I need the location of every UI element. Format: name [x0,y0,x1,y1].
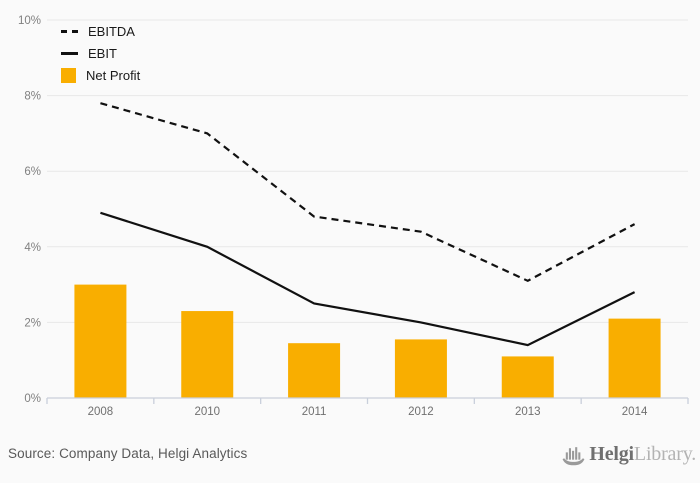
helgi-library-logo: HelgiLibrary. [561,440,696,468]
logo-suffix: Library. [633,442,696,465]
solid-line-legend-marker [61,52,78,55]
legend-item-ebit: EBIT [61,46,140,61]
bar-net-profit-2014 [608,318,661,398]
legend-item-ebitda: EBITDA [61,24,140,39]
x-tick-label-2010: 2010 [194,406,220,418]
y-tick-label-4: 4% [24,242,41,254]
y-tick-label-8: 8% [24,91,41,103]
x-tick-label-2011: 2011 [302,406,327,418]
legend-label-net-profit: Net Profit [86,68,141,83]
logo-brand: Helgi [589,442,634,465]
x-tick-label-2008: 2008 [88,406,114,418]
y-tick-label-10: 10% [18,15,41,27]
bar-net-profit-2010 [181,311,234,398]
source-note: Source: Company Data, Helgi Analytics [8,446,248,461]
ebit-line [100,211,636,347]
legend-label-ebit: EBIT [88,46,117,61]
y-tick-label-2: 2% [24,317,41,329]
legend: EBITDA EBIT Net Profit [61,24,140,83]
ebitda-line [100,102,636,283]
x-tick-label-2014: 2014 [622,406,648,418]
footer: Source: Company Data, Helgi Analytics He… [0,437,700,483]
x-tick-label-2012: 2012 [408,406,434,418]
dashed-line-legend-marker [61,30,78,33]
bar-net-profit-2008 [74,284,127,398]
chart: 0% 2% 4% 6% 8% 10% 2008 2010 2011 2012 2013 2014 EB… [18,15,689,418]
bar-net-profit-2011 [288,343,341,398]
y-tick-label-6: 6% [24,166,41,178]
longship-bar-chart-icon [562,447,585,466]
y-tick-label-0: 0% [24,393,41,405]
x-tick-label-2013: 2013 [515,406,541,418]
bar-legend-marker [61,68,76,83]
legend-label-ebitda: EBITDA [88,24,135,39]
logo-wordmark: HelgiLibrary. [589,443,696,466]
bar-net-profit-2012 [394,339,447,398]
legend-item-net-profit: Net Profit [61,68,140,83]
chart-canvas: 0% 2% 4% 6% 8% 10% 2008 2010 2011 2012 2013 2014 [18,15,689,418]
bar-net-profit-2013 [501,356,554,398]
